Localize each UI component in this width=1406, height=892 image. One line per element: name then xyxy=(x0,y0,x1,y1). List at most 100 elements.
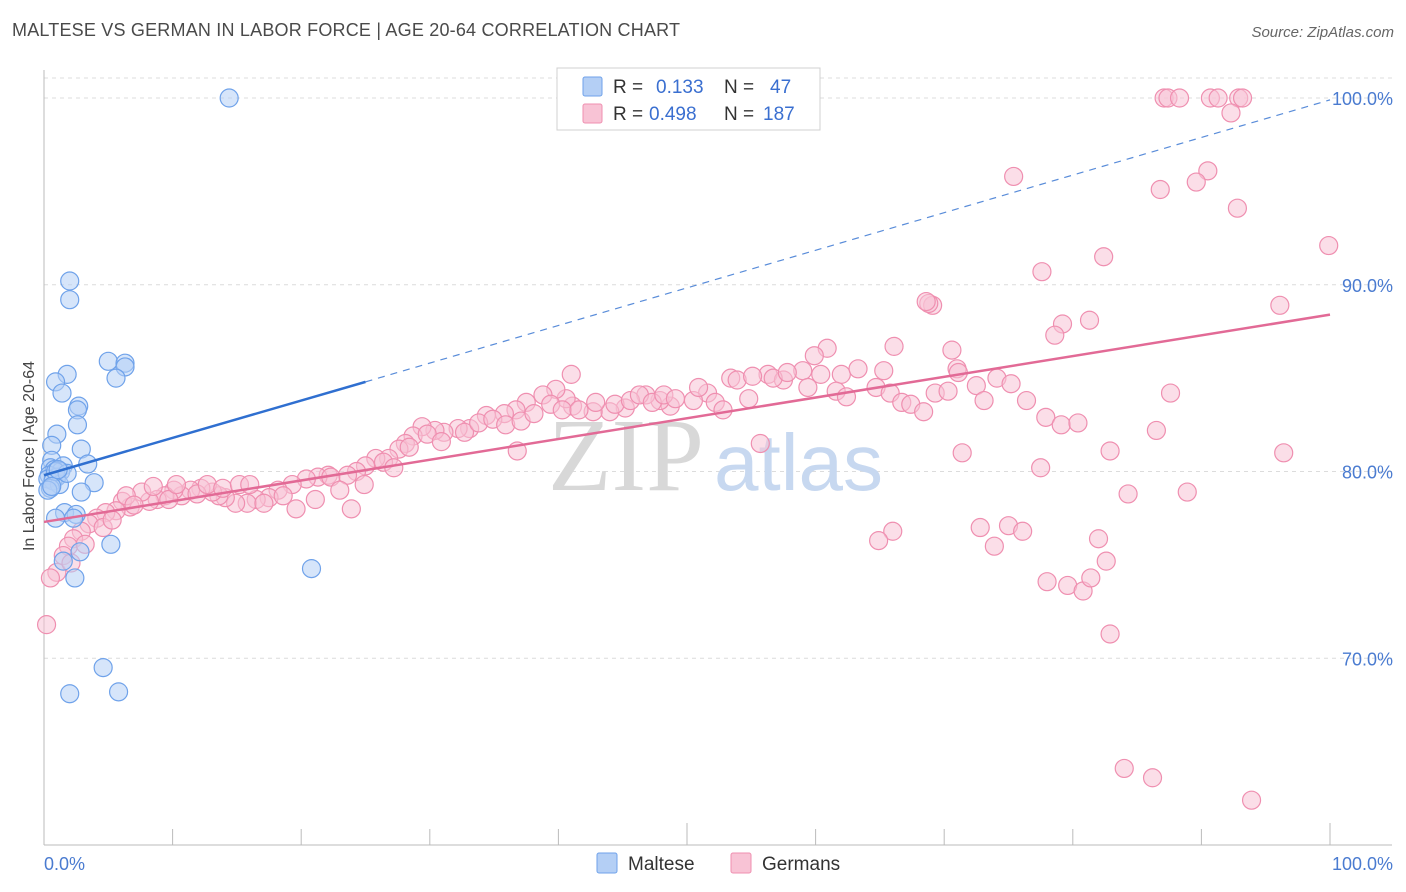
gridlines xyxy=(44,77,1392,659)
germans-point-164 xyxy=(1016,390,1037,411)
germans-point-106 xyxy=(166,474,187,495)
chart-source: Source: ZipAtlas.com xyxy=(1251,24,1394,41)
germans-point-8 xyxy=(1198,161,1218,181)
germans-point-10 xyxy=(1186,172,1206,192)
maltese-point-41 xyxy=(60,684,80,704)
germans-point-7 xyxy=(1221,103,1241,123)
maltese-trendline-extension xyxy=(365,99,1331,383)
germans-point-156 xyxy=(914,402,934,422)
germans-point-15 xyxy=(1032,262,1052,282)
germans-point-2 xyxy=(1169,88,1190,108)
germans-point-185 xyxy=(1088,529,1109,549)
germans-point-147 xyxy=(798,377,818,398)
germans-point-144 xyxy=(742,366,763,386)
germans-point-101 xyxy=(102,510,122,530)
germans-point-184 xyxy=(1081,568,1101,588)
germans-point-146 xyxy=(777,362,797,383)
maltese-point-40 xyxy=(93,657,113,678)
germans-point-177 xyxy=(984,536,1004,556)
germans-point-134 xyxy=(586,392,606,413)
watermark-atlas: atlas xyxy=(714,418,883,507)
x-tick-label-max: 100.0% xyxy=(1332,854,1393,874)
germans-point-12 xyxy=(1227,198,1248,218)
germans-point-186 xyxy=(1096,551,1116,571)
germans-point-191 xyxy=(750,433,770,454)
germans-point-189 xyxy=(1142,768,1163,788)
maltese-point-2 xyxy=(60,290,80,310)
maltese-point-42 xyxy=(108,682,129,702)
germans-point-103 xyxy=(124,495,144,515)
germans-point-174 xyxy=(883,521,903,541)
maltese-point-30 xyxy=(71,482,91,502)
maltese-point-26 xyxy=(84,473,104,493)
germans-point-160 xyxy=(966,376,986,396)
germans-point-181 xyxy=(1037,572,1057,592)
germans-point-119 xyxy=(354,474,374,495)
y-tick-labels: 70.0% 80.0% 90.0% 100.0% xyxy=(1332,89,1393,669)
germans-point-158 xyxy=(938,381,958,401)
legend-r-label-germans: R = xyxy=(613,104,643,125)
germans-point-112 xyxy=(254,493,274,513)
maltese-point-39 xyxy=(301,559,322,579)
maltese-point-35 xyxy=(101,534,121,554)
germans-point-188 xyxy=(1114,758,1134,779)
germans-point-96 xyxy=(40,568,61,588)
germans-point-22 xyxy=(1045,325,1065,345)
germans-point-4 xyxy=(1208,88,1228,108)
maltese-trendline xyxy=(43,380,366,477)
maltese-point-36 xyxy=(70,542,90,562)
germans-point-166 xyxy=(1051,415,1071,435)
germans-point-14 xyxy=(1094,247,1114,267)
germans-point-176 xyxy=(970,517,990,538)
bottom-legend-label-maltese: Maltese xyxy=(628,854,695,875)
germans-point-133 xyxy=(569,400,589,420)
maltese-point-38 xyxy=(65,568,85,588)
germans-point-114 xyxy=(286,499,306,519)
maltese-point-45 xyxy=(42,476,62,497)
trendlines xyxy=(43,99,1331,524)
germans-point-24 xyxy=(884,336,904,356)
germans-point-161 xyxy=(974,390,994,411)
x-tick-label-min: 0.0% xyxy=(44,854,85,874)
maltese-point-0 xyxy=(219,88,239,108)
germans-point-29 xyxy=(831,364,851,384)
germans-point-113 xyxy=(273,486,293,506)
legend-r-value-maltese: 0.133 xyxy=(656,77,704,98)
legend-n-label-germans: N = xyxy=(724,104,754,125)
germans-point-151 xyxy=(848,359,868,379)
germans-trendline xyxy=(43,313,1331,524)
germans-point-192 xyxy=(561,364,581,384)
germans-point-118 xyxy=(341,499,361,519)
germans-point-13 xyxy=(1319,235,1339,256)
legend-r-label-maltese: R = xyxy=(613,77,643,98)
data-points xyxy=(36,88,1339,810)
y-axis-label: In Labor Force | Age 20-64 xyxy=(21,361,38,551)
legend-n-value-maltese: 47 xyxy=(770,77,791,98)
germans-point-172 xyxy=(1177,482,1197,502)
legend-swatch-maltese xyxy=(582,76,603,97)
germans-point-26 xyxy=(804,346,824,366)
maltese-point-12 xyxy=(67,415,88,435)
germans-point-104 xyxy=(143,476,163,497)
y-tick-label-90: 90.0% xyxy=(1342,276,1393,296)
germans-point-148 xyxy=(811,364,831,384)
germans-point-173 xyxy=(1274,443,1294,463)
legend-n-value-germans: 187 xyxy=(763,104,795,125)
germans-point-170 xyxy=(1146,420,1166,441)
germans-point-130 xyxy=(524,404,544,424)
germans-point-168 xyxy=(1100,441,1120,461)
chart-title: MALTESE VS GERMAN IN LABOR FORCE | AGE 2… xyxy=(12,20,681,40)
germans-point-141 xyxy=(688,377,709,398)
germans-point-125 xyxy=(454,422,475,442)
germans-point-165 xyxy=(1036,407,1056,427)
germans-point-140 xyxy=(665,389,686,409)
germans-point-194 xyxy=(869,531,889,551)
maltese-point-1 xyxy=(60,271,80,291)
germans-point-9 xyxy=(1004,166,1024,187)
legend-n-label-maltese: N = xyxy=(724,77,754,98)
germans-point-142 xyxy=(713,400,733,420)
germans-point-19 xyxy=(916,291,936,312)
germans-point-132 xyxy=(552,400,572,420)
legend-r-value-germans: 0.498 xyxy=(649,104,697,125)
